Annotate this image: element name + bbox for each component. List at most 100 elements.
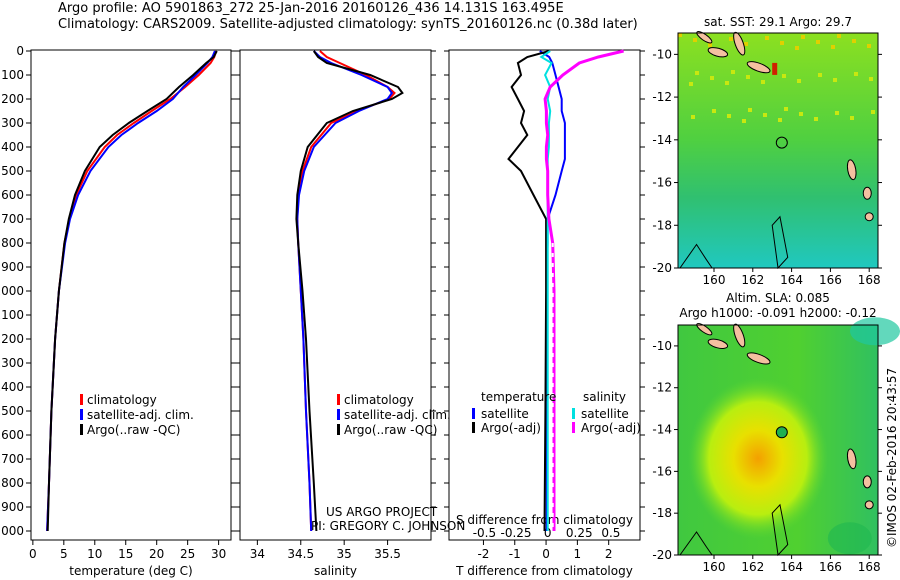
y-tick-label: 0	[16, 44, 24, 58]
island	[862, 186, 872, 200]
legend-swatch	[337, 424, 340, 435]
island	[864, 500, 874, 510]
sst-pixel	[816, 40, 820, 44]
y-tick-label: -20	[652, 261, 672, 275]
x-tick-label: 168	[858, 560, 881, 574]
argo-location-marker	[775, 136, 788, 149]
x-tick-label: 2	[605, 547, 613, 561]
y-tick-label: 2000	[0, 524, 24, 538]
y-tick-label: -18	[652, 218, 672, 232]
sst-pixel	[854, 72, 858, 76]
plot-frame	[239, 49, 432, 541]
sst-pixel	[763, 113, 767, 117]
map-field	[678, 33, 878, 268]
y-tick-label: 900	[1, 260, 24, 274]
project-line-1: US ARGO PROJECT	[326, 505, 438, 519]
map-frame	[677, 32, 879, 269]
sla-map-title-2: Argo h1000: -0.091 h2000: -0.12	[679, 306, 876, 320]
y-tick-label: -16	[652, 464, 672, 478]
sst-pixel	[678, 33, 682, 37]
sst-pixel	[852, 39, 856, 43]
y-tick-label: -14	[652, 423, 672, 437]
sst-pixel	[869, 77, 873, 81]
sst-pixel	[710, 76, 714, 80]
x-axis-label: temperature (deg C)	[69, 564, 192, 578]
sst-pixel	[795, 46, 799, 50]
x-tick-label: 30	[211, 547, 226, 561]
argo-location-marker	[775, 426, 788, 439]
x-tick-label: -2	[477, 547, 489, 561]
sst-hot-pixel	[772, 62, 778, 75]
sla-low	[827, 522, 872, 555]
sst-pixel	[801, 35, 805, 39]
x-tick-label: 160	[703, 560, 726, 574]
reef-contour	[679, 531, 713, 556]
y-tick-label: 1300	[0, 356, 24, 370]
legend-label: climatology	[344, 393, 414, 407]
y-tick-label: 1100	[0, 308, 24, 322]
island	[746, 352, 771, 365]
series-1	[507, 50, 550, 532]
y-tick-label: 1800	[0, 476, 24, 490]
x-tick-label: 0	[29, 547, 37, 561]
x-tick-label: 1	[574, 547, 582, 561]
sst-pixel	[831, 45, 835, 49]
y-tick-label: 1000	[0, 284, 24, 298]
x-tick-label: 35	[337, 547, 352, 561]
sst-pixel	[691, 115, 695, 119]
legend-swatch	[337, 409, 340, 420]
island	[846, 159, 857, 181]
reef-contour	[771, 503, 789, 557]
sst-map: 160 162 164 166 168 -10 -12 -14 -16 -18 -20	[652, 31, 882, 287]
y-tick-label: 100	[1, 68, 24, 82]
sst-pixel	[778, 118, 782, 122]
x-tick-label: 34	[250, 547, 265, 561]
sst-pixel	[712, 109, 716, 113]
sst-pixel	[708, 43, 712, 47]
y-tick-label: -16	[652, 176, 672, 190]
legend-label: satellite	[481, 407, 529, 421]
x-tick-label: 162	[741, 560, 764, 574]
x-tick-label: 15	[118, 547, 133, 561]
sst-pixel	[729, 37, 733, 41]
sst-pixel	[765, 36, 769, 40]
legend-swatch	[80, 409, 83, 420]
sst-pixel	[837, 34, 841, 38]
sst-pixel	[761, 80, 765, 84]
legend-label: Argo(..raw -QC)	[344, 423, 437, 437]
x2-tick-label: 0.25	[566, 526, 593, 540]
legend-swatch	[80, 394, 83, 405]
legend-label: Argo(..raw -QC)	[87, 423, 180, 437]
sla-anomaly	[678, 325, 878, 555]
series-3	[543, 49, 624, 531]
project-line-2: PI: GREGORY C. JOHNSON	[311, 519, 465, 533]
y-tick-label: 400	[1, 140, 24, 154]
sst-pixel	[780, 41, 784, 45]
sst-pixel	[871, 110, 875, 114]
y-tick-label: 1900	[0, 500, 24, 514]
y-tick-label: 200	[1, 92, 24, 106]
legend-label: Argo(-adj)	[481, 421, 541, 435]
x-tick-label: 5	[60, 547, 68, 561]
x-tick-label: 168	[858, 273, 881, 287]
sst-pixel	[695, 71, 699, 75]
sst-pixel	[835, 111, 839, 115]
sst-pixel	[799, 112, 803, 116]
reef-contour	[679, 243, 713, 269]
x-axis-label: salinity	[314, 564, 357, 578]
y-tick-label: -12	[652, 90, 672, 104]
legend-swatch	[572, 422, 575, 433]
x-tick-label: 166	[819, 560, 842, 574]
y-tick-label: -18	[652, 506, 672, 520]
island	[707, 338, 729, 349]
sst-pixel	[748, 108, 752, 112]
x-tick-label: 162	[741, 273, 764, 287]
sst-pixel	[797, 79, 801, 83]
legend-swatch	[472, 408, 475, 419]
map-frame	[677, 324, 879, 556]
series-1	[296, 50, 394, 532]
y-tick-label: 1700	[0, 452, 24, 466]
x-tick-label: 10	[87, 547, 102, 561]
